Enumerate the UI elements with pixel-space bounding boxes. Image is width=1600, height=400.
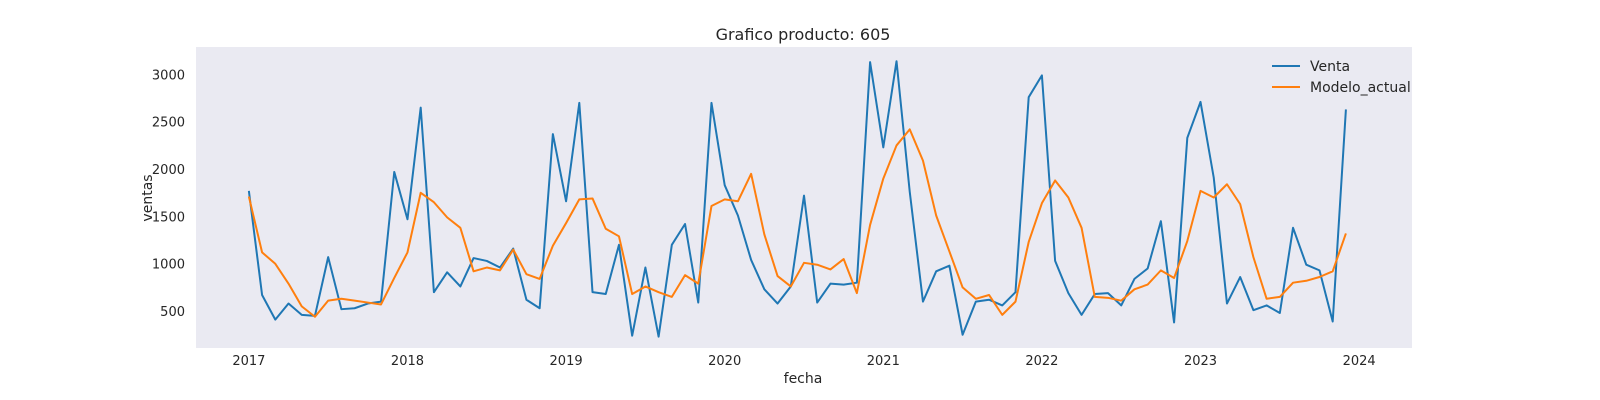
y-axis-label: ventas xyxy=(140,174,156,221)
y-axis-ticks: 500 1000 1500 2000 2500 3000 xyxy=(152,68,185,320)
x-tick-label: 2019 xyxy=(550,354,583,369)
x-tick-label: 2021 xyxy=(867,354,900,369)
y-tick-label: 500 xyxy=(160,305,185,320)
x-tick-label: 2023 xyxy=(1184,354,1217,369)
y-tick-label: 2000 xyxy=(152,163,185,178)
y-tick-label: 1500 xyxy=(152,210,185,225)
x-tick-label: 2017 xyxy=(232,354,265,369)
x-tick-label: 2018 xyxy=(391,354,424,369)
x-tick-label: 2022 xyxy=(1025,354,1058,369)
legend: Venta Modelo_actual xyxy=(1272,59,1411,96)
x-tick-label: 2020 xyxy=(708,354,741,369)
y-tick-label: 2500 xyxy=(152,116,185,131)
x-tick-label: 2024 xyxy=(1343,354,1376,369)
x-axis-label: fecha xyxy=(784,371,823,387)
series-line-venta xyxy=(247,60,1347,338)
series-line-modelo-actual xyxy=(247,128,1347,318)
series-lines xyxy=(247,60,1347,338)
x-axis-ticks: 2017 2018 2019 2020 2021 2022 2023 2024 xyxy=(232,354,1375,369)
y-tick-label: 1000 xyxy=(152,258,185,273)
legend-label: Modelo_actual xyxy=(1310,80,1411,96)
legend-label: Venta xyxy=(1310,59,1350,75)
y-tick-label: 3000 xyxy=(152,68,185,83)
chart-title: Grafico producto: 605 xyxy=(716,25,891,44)
